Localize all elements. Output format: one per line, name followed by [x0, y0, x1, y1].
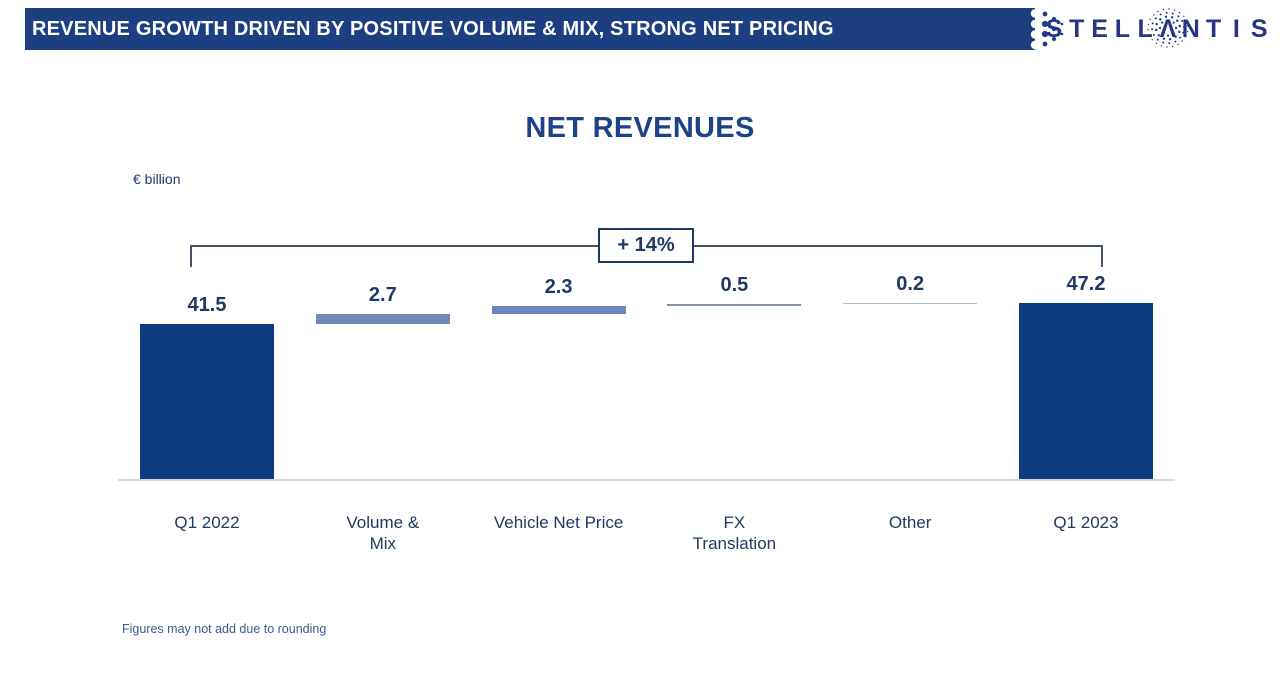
category-label-0: Q1 2022	[174, 513, 240, 532]
svg-text:T: T	[1206, 15, 1221, 43]
svg-text:S: S	[1251, 15, 1268, 43]
svg-text:I: I	[1233, 15, 1240, 43]
growth-bracket-left-tick	[190, 245, 192, 267]
value-label-2: 2.3	[544, 275, 573, 298]
bar-segment-4	[843, 303, 978, 304]
value-label-0: 41.5	[187, 294, 227, 317]
slide-title: REVENUE GROWTH DRIVEN BY POSITIVE VOLUME…	[32, 18, 834, 40]
svg-text:S: S	[1046, 15, 1063, 43]
value-label-1: 2.7	[368, 284, 397, 307]
bar-segment-2	[491, 305, 626, 315]
svg-text:E: E	[1091, 15, 1108, 43]
bar-segment-3	[667, 303, 802, 306]
svg-text:T: T	[1069, 15, 1084, 43]
svg-text:L: L	[1138, 15, 1153, 43]
category-label-3: FX Translation	[692, 513, 777, 553]
growth-badge-label: + 14%	[617, 234, 675, 256]
header-edge-dots-decoration	[1030, 9, 1064, 50]
logo-starburst-dots	[1147, 8, 1189, 48]
header-bar: REVENUE GROWTH DRIVEN BY POSITIVE VOLUME…	[25, 8, 1035, 50]
svg-text:N: N	[1182, 15, 1200, 43]
bar-segment-5	[1019, 303, 1153, 480]
category-label-5: Q1 2023	[1053, 513, 1119, 532]
chart-title: NET REVENUES	[525, 112, 755, 144]
value-label-4: 0.2	[896, 273, 925, 295]
category-label-2: Vehicle Net Price	[493, 513, 624, 532]
value-label-3: 0.5	[720, 273, 749, 296]
value-label-5: 47.2	[1066, 273, 1106, 295]
category-label-4: Other	[888, 513, 932, 532]
growth-bracket-right-tick	[1101, 245, 1103, 267]
unit-label: € billion	[133, 171, 181, 187]
svg-text:Λ: Λ	[1160, 15, 1177, 43]
bar-segment-1	[315, 314, 450, 325]
growth-badge: + 14%	[598, 228, 694, 263]
category-label-1: Volume & Mix	[346, 513, 420, 553]
chart-baseline	[118, 479, 1175, 481]
bar-segment-0	[140, 324, 274, 480]
footnote: Figures may not add due to rounding	[122, 622, 327, 636]
svg-text:L: L	[1115, 15, 1130, 43]
